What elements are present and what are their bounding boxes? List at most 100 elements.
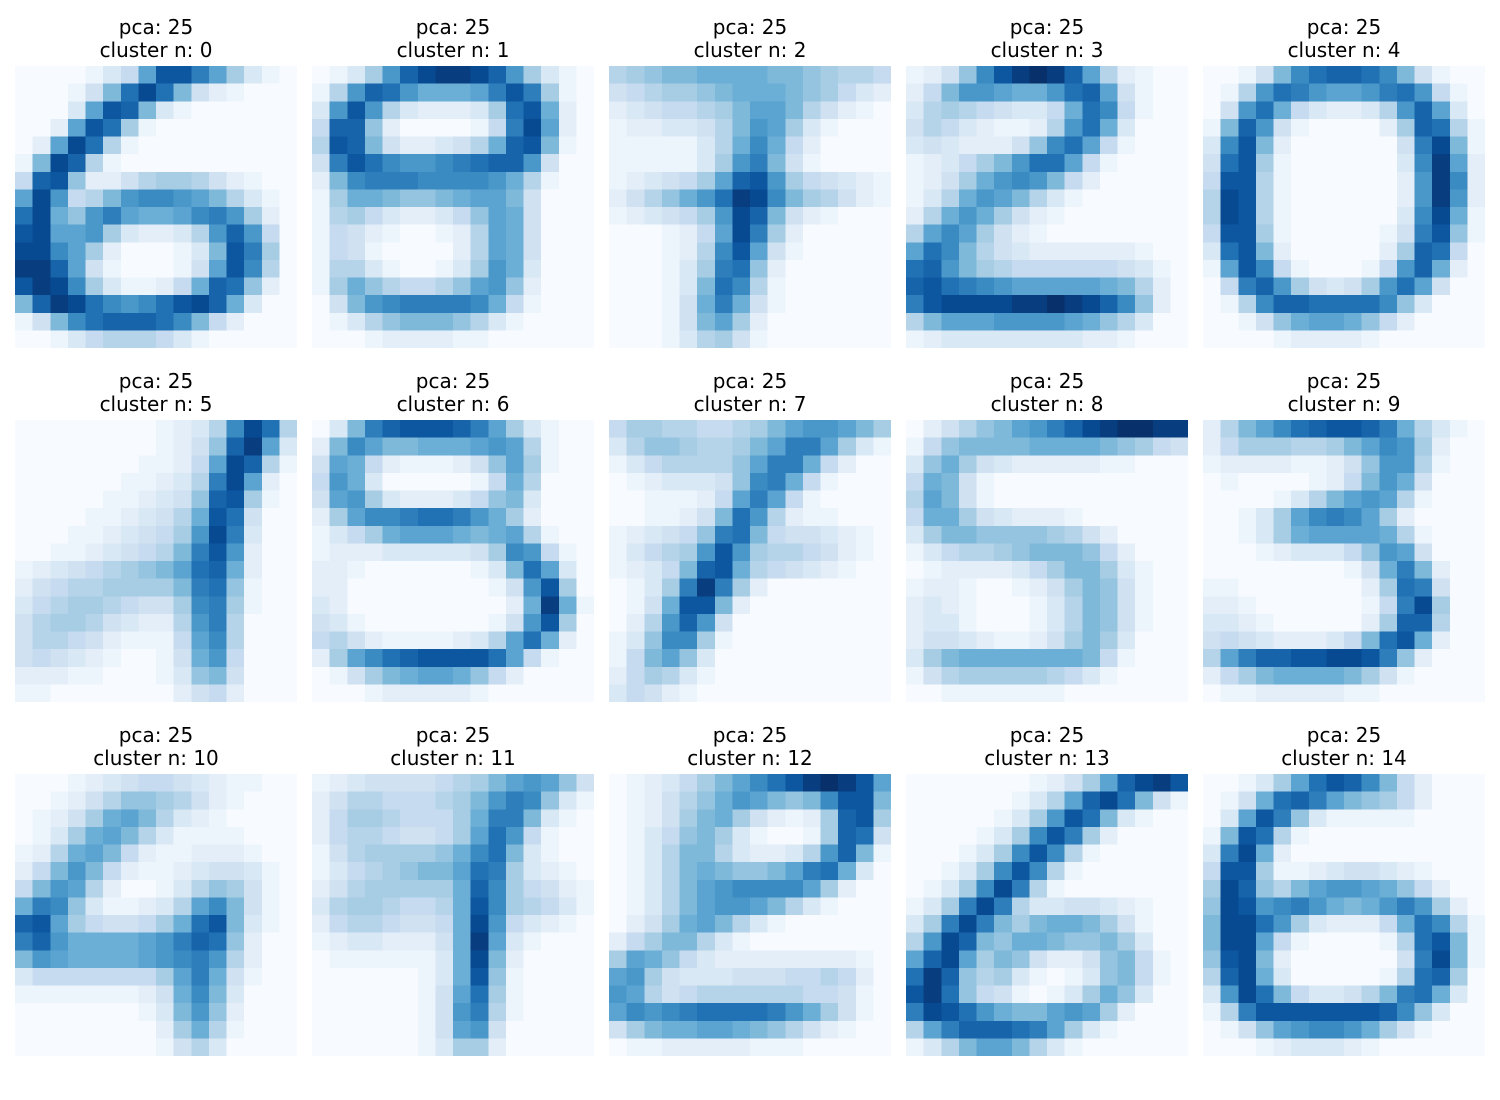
heatmap-cell xyxy=(1011,649,1030,668)
heatmap-cell xyxy=(488,967,507,987)
heatmap-cell xyxy=(820,224,839,243)
heatmap-cell xyxy=(609,967,628,987)
heatmap-cell xyxy=(626,1038,645,1056)
heatmap-cell xyxy=(400,543,419,562)
heatmap-cell xyxy=(838,1038,857,1056)
heatmap-cell xyxy=(661,330,681,348)
panel-title-pca: pca: 25 xyxy=(415,369,491,393)
heatmap-cell xyxy=(785,277,804,296)
heatmap-cell xyxy=(15,774,34,793)
heatmap-cell xyxy=(1291,118,1310,138)
heatmap-cell xyxy=(312,684,331,702)
heatmap-cell xyxy=(435,154,454,173)
heatmap-cell xyxy=(1449,224,1468,243)
heatmap-cell xyxy=(261,826,280,846)
heatmap-cell xyxy=(67,684,87,702)
heatmap-cell xyxy=(1011,1020,1030,1039)
heatmap-cell xyxy=(67,666,87,685)
heatmap-cell xyxy=(1326,207,1345,226)
heatmap-cell xyxy=(838,967,857,987)
heatmap-cell xyxy=(1135,420,1154,439)
heatmap-cell xyxy=(261,809,280,828)
heatmap-cell xyxy=(279,1003,297,1022)
heatmap-cell xyxy=(435,561,454,580)
heatmap-cell xyxy=(958,224,978,243)
heatmap-cell xyxy=(1047,118,1066,138)
heatmap-cell xyxy=(1203,844,1222,863)
heatmap-cell xyxy=(1117,420,1136,439)
heatmap-cell xyxy=(1326,543,1345,562)
heatmap-cell xyxy=(626,844,645,863)
heatmap-cell xyxy=(50,312,69,331)
heatmap-cell xyxy=(1326,932,1345,951)
heatmap-cell xyxy=(1432,578,1451,597)
heatmap-cell xyxy=(32,543,51,562)
heatmap-cell xyxy=(400,242,419,261)
heatmap-cell xyxy=(750,136,769,155)
heatmap-cell xyxy=(576,330,594,348)
heatmap-cell xyxy=(976,66,995,85)
heatmap-cell xyxy=(820,207,839,226)
panel-title: pca: 25 cluster n: 9 xyxy=(1203,370,1485,416)
heatmap-cell xyxy=(1064,791,1083,810)
heatmap-cell xyxy=(488,809,507,828)
heatmap-cell xyxy=(1064,985,1083,1004)
heatmap-cell xyxy=(1029,631,1048,650)
heatmap-cell xyxy=(67,154,87,173)
heatmap-cell xyxy=(541,66,560,85)
heatmap-cell xyxy=(661,561,681,580)
heatmap-cell xyxy=(32,437,51,456)
heatmap-cell xyxy=(714,561,733,580)
heatmap-cell xyxy=(382,649,401,668)
heatmap-cell xyxy=(1011,1003,1030,1022)
heatmap-cell xyxy=(1414,118,1433,138)
heatmap-cell xyxy=(1082,774,1101,793)
heatmap-cell xyxy=(173,649,192,668)
heatmap-cell xyxy=(1082,809,1101,828)
heatmap-cell xyxy=(244,207,263,226)
heatmap-cell xyxy=(1047,578,1066,597)
heatmap-cell xyxy=(994,189,1013,208)
heatmap-cell xyxy=(470,826,489,846)
heatmap-cell xyxy=(732,330,751,348)
heatmap-cell xyxy=(906,312,925,331)
heatmap-cell xyxy=(1099,525,1119,544)
heatmap-cell xyxy=(208,118,228,138)
heatmap-cell xyxy=(1449,101,1468,120)
heatmap-cell xyxy=(1361,242,1380,261)
heatmap-cell xyxy=(1117,578,1136,597)
heatmap-cell xyxy=(312,437,331,456)
heatmap-cell xyxy=(470,171,489,190)
heatmap-cell xyxy=(453,613,472,633)
heatmap-cell xyxy=(208,154,228,173)
heatmap-cell xyxy=(1255,684,1275,702)
heatmap-cell xyxy=(994,83,1013,102)
heatmap-cell xyxy=(1135,312,1154,331)
heatmap-cell xyxy=(329,312,348,331)
heatmap-cell xyxy=(626,207,645,226)
heatmap-cell xyxy=(120,508,139,527)
heatmap-cell xyxy=(1432,666,1451,685)
heatmap-cell xyxy=(505,774,525,793)
heatmap-cell xyxy=(173,420,192,439)
heatmap-cell xyxy=(855,525,874,544)
heatmap-cell xyxy=(644,154,663,173)
heatmap-cell xyxy=(1117,259,1136,279)
heatmap-cell xyxy=(1449,312,1468,331)
heatmap-cell xyxy=(347,420,366,439)
heatmap-cell xyxy=(732,189,751,208)
heatmap-cell xyxy=(329,826,348,846)
heatmap-cell xyxy=(329,684,348,702)
heatmap-cell xyxy=(732,613,751,633)
heatmap-cell xyxy=(1414,490,1433,509)
heatmap-cell xyxy=(1379,826,1398,846)
heatmap-cell xyxy=(1064,666,1083,685)
heatmap-cell xyxy=(785,83,804,102)
heatmap-cell xyxy=(1203,455,1222,474)
heatmap-cell xyxy=(1467,684,1485,702)
heatmap-cell xyxy=(1414,1038,1433,1056)
heatmap-cell xyxy=(1291,561,1310,580)
heatmap-cell xyxy=(1135,879,1154,898)
heatmap-cell xyxy=(1414,826,1433,846)
heatmap-cell xyxy=(1238,312,1257,331)
